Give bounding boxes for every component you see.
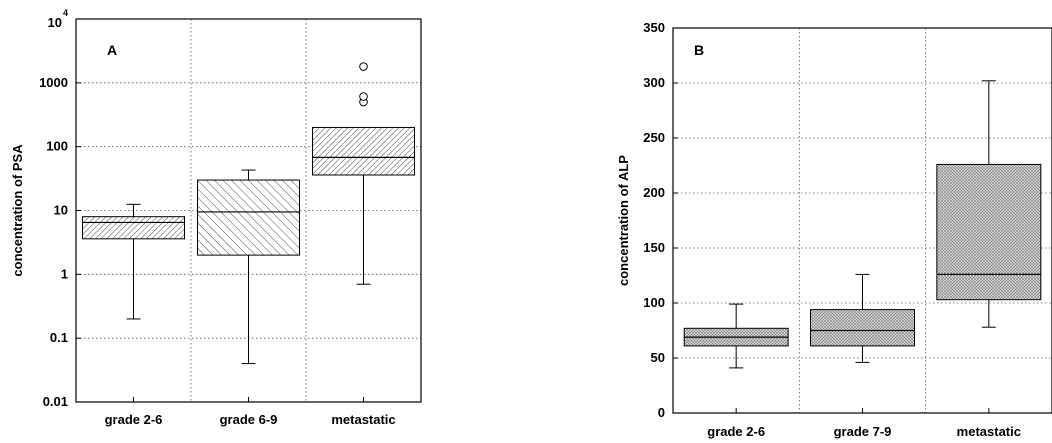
y-tick-exponent: 4	[63, 8, 68, 18]
y-tick-label: 250	[643, 130, 665, 145]
y-tick-label: 0.1	[50, 330, 68, 345]
category-label: grade 2-6	[707, 424, 765, 439]
y-tick-label: 1	[61, 266, 68, 281]
box-body	[312, 126, 415, 176]
box-metastatic	[936, 80, 1042, 328]
box-body	[810, 309, 915, 347]
y-tick-label: 200	[643, 185, 665, 200]
y-axis-label: concentration of PSA	[10, 144, 25, 277]
box-body	[82, 216, 185, 240]
category-label: grade 6-9	[220, 412, 278, 427]
y-tick-label: 350	[643, 20, 665, 35]
category-label: metastatic	[331, 412, 395, 427]
box-body	[936, 163, 1042, 301]
y-axis-label: concentration of ALP	[616, 155, 631, 286]
outlier-point	[359, 62, 368, 71]
y-tick-label: 10	[48, 15, 62, 30]
y-tick-label: 0.01	[43, 394, 68, 409]
box-grade-7-9	[810, 273, 915, 363]
panel-label: B	[694, 42, 704, 58]
y-tick-label: 50	[651, 350, 665, 365]
box-body	[197, 179, 300, 256]
category-label: grade 2-6	[105, 412, 163, 427]
y-tick-label: 100	[46, 139, 68, 154]
box-metastatic	[312, 62, 415, 285]
y-tick-label: 150	[643, 240, 665, 255]
y-tick-label: 10	[54, 203, 68, 218]
y-tick-label: 300	[643, 75, 665, 90]
y-tick-label: 0	[658, 405, 665, 420]
y-tick-label: 100	[643, 295, 665, 310]
box-grade-6-9	[197, 169, 300, 365]
box-grade-2-6	[82, 203, 185, 320]
chart-panel-b: 0 50 100 150 200 250 300 350 grade 2-6 grade 7-9 m…	[616, 20, 1052, 439]
y-tick-label: 1000	[39, 75, 68, 90]
category-label: metastatic	[957, 424, 1021, 439]
box-grade-2-6	[683, 303, 789, 369]
category-label: grade 7-9	[834, 424, 892, 439]
outlier-point	[359, 92, 368, 101]
panel-label: A	[107, 42, 117, 58]
